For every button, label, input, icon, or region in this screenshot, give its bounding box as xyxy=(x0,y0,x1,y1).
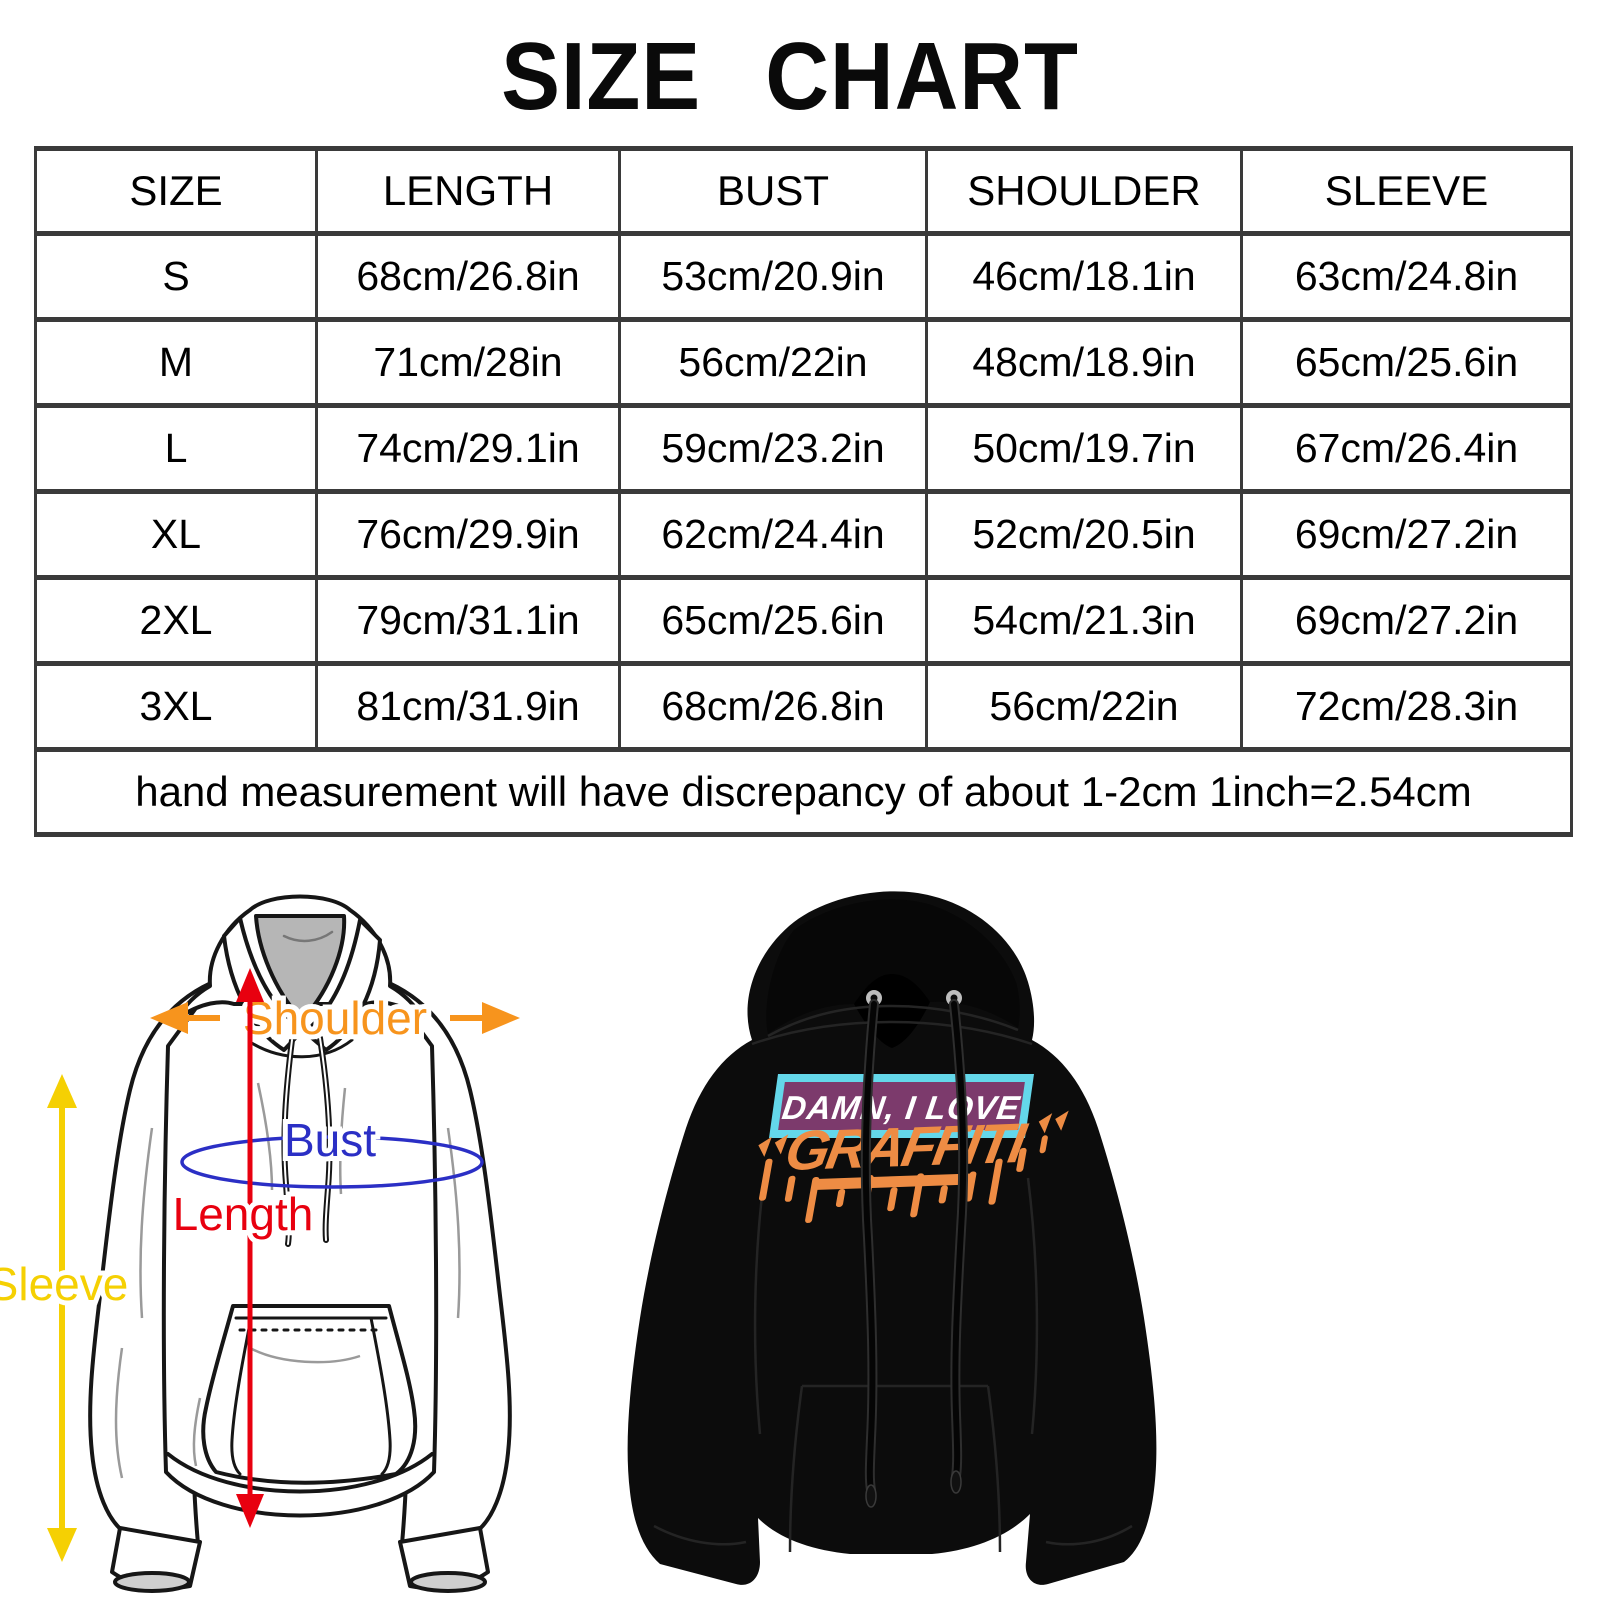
table-cell: 54cm/21.3in xyxy=(925,575,1243,666)
table-row: M 71cm/28in 56cm/22in 48cm/18.9in 65cm/2… xyxy=(34,317,1573,408)
row-label: 3XL xyxy=(34,661,318,752)
print-left-quote xyxy=(758,1136,772,1157)
table-cell: 67cm/26.4in xyxy=(1240,403,1573,494)
length-arrow xyxy=(236,968,264,1528)
bust-ellipse xyxy=(180,1135,484,1189)
pocket-left-opening xyxy=(230,1316,253,1476)
print-right-quote2 xyxy=(1055,1110,1069,1131)
table-cell: 72cm/28.3in xyxy=(1240,661,1573,752)
print-underline xyxy=(814,1173,976,1190)
table-row: 2XL 79cm/31.1in 65cm/25.6in 54cm/21.3in … xyxy=(34,575,1573,666)
table-cell: 74cm/29.1in xyxy=(315,403,621,494)
right-aglet xyxy=(950,1470,962,1494)
print-drips xyxy=(758,1135,1048,1223)
page-title: SIZE CHART xyxy=(501,23,1079,130)
bust-label: Bust xyxy=(284,1114,376,1166)
print-right-quote xyxy=(1038,1113,1053,1134)
row-label: L xyxy=(34,403,318,494)
row-label: 2XL xyxy=(34,575,318,666)
table-row: L 74cm/29.1in 59cm/23.2in 50cm/19.7in 67… xyxy=(34,403,1573,494)
hem-line xyxy=(166,1452,434,1494)
hoodie-silhouette xyxy=(627,891,1157,1585)
table-cell: 68cm/26.8in xyxy=(618,661,928,752)
hood-right-flap xyxy=(303,918,382,1052)
table-cell: 52cm/20.5in xyxy=(925,489,1243,580)
black-hoodie-photo: DAMN, I LOVE GRAFFITI xyxy=(627,891,1157,1585)
table-cell: 68cm/26.8in xyxy=(315,231,621,322)
table-cell: 71cm/28in xyxy=(315,317,621,408)
shoulder-arrow xyxy=(150,1002,520,1034)
table-cell: 46cm/18.1in xyxy=(925,231,1243,322)
print-line2: GRAFFITI xyxy=(781,1111,1032,1182)
black-drawstrings xyxy=(860,999,969,1495)
table-row: S 68cm/26.8in 53cm/20.9in 46cm/18.1in 63… xyxy=(34,231,1573,322)
measurement-diagram: Shoulder Bust Length Sleeve xyxy=(0,894,520,1593)
table-cell: 62cm/24.4in xyxy=(618,489,928,580)
row-label: XL xyxy=(34,489,318,580)
left-cuff-opening xyxy=(113,1571,191,1593)
table-cell: 76cm/29.9in xyxy=(315,489,621,580)
table-cell: 65cm/25.6in xyxy=(618,575,928,666)
table-cell: 69cm/27.2in xyxy=(1240,489,1573,580)
sleeve-label: Sleeve xyxy=(0,1258,128,1310)
table-cell: 53cm/20.9in xyxy=(618,231,928,322)
table-cell: 69cm/27.2in xyxy=(1240,575,1573,666)
collar-line xyxy=(248,1038,354,1059)
pocket-right-opening xyxy=(369,1316,392,1476)
col-header-length: LENGTH xyxy=(315,146,621,236)
fabric-creases xyxy=(114,1082,461,1479)
hood-inner-gray xyxy=(254,914,347,1022)
table-cell: 63cm/24.8in xyxy=(1240,231,1573,322)
table-cell: 50cm/19.7in xyxy=(925,403,1243,494)
table-header-row: SIZE LENGTH BUST SHOULDER SLEEVE xyxy=(34,146,1573,236)
table-cell: 81cm/31.9in xyxy=(315,661,621,752)
table-cell: 48cm/18.9in xyxy=(925,317,1243,408)
hoodie-seams xyxy=(653,1004,1133,1553)
size-table: SIZE LENGTH BUST SHOULDER SLEEVE S 68cm/… xyxy=(34,146,1573,837)
table-footnote-row: hand measurement will have discrepancy o… xyxy=(34,747,1573,837)
print-left-quote2 xyxy=(774,1134,789,1155)
table-cell: 56cm/22in xyxy=(925,661,1243,752)
hood-inner-fold xyxy=(282,930,334,943)
table-cell: 65cm/25.6in xyxy=(1240,317,1573,408)
right-cuff-opening xyxy=(409,1571,487,1593)
table-cell: 59cm/23.2in xyxy=(618,403,928,494)
table-cell: 79cm/31.1in xyxy=(315,575,621,666)
row-label: M xyxy=(34,317,318,408)
col-header-bust: BUST xyxy=(618,146,928,236)
row-label: S xyxy=(34,231,318,322)
print-line1: DAMN, I LOVE xyxy=(780,1090,1023,1127)
col-header-shoulder: SHOULDER xyxy=(925,146,1243,236)
col-header-size: SIZE xyxy=(34,146,318,236)
left-aglet xyxy=(865,1484,877,1508)
hood-left-flap xyxy=(222,916,305,1052)
table-row: 3XL 81cm/31.9in 68cm/26.8in 56cm/22in 72… xyxy=(34,661,1573,752)
illustration-section: Shoulder Bust Length Sleeve xyxy=(0,878,1600,1600)
measurement-footnote: hand measurement will have discrepancy o… xyxy=(34,747,1573,837)
shoulder-label: Shoulder xyxy=(243,992,427,1044)
left-drawstring-highlight xyxy=(283,1039,293,1245)
table-row: XL 76cm/29.9in 62cm/24.4in 52cm/20.5in 6… xyxy=(34,489,1573,580)
length-label: Length xyxy=(173,1188,314,1240)
col-header-sleeve: SLEEVE xyxy=(1240,146,1573,236)
sleeve-arrow xyxy=(47,1074,77,1562)
right-drawstring-highlight xyxy=(319,1037,331,1241)
table-cell: 56cm/22in xyxy=(618,317,928,408)
